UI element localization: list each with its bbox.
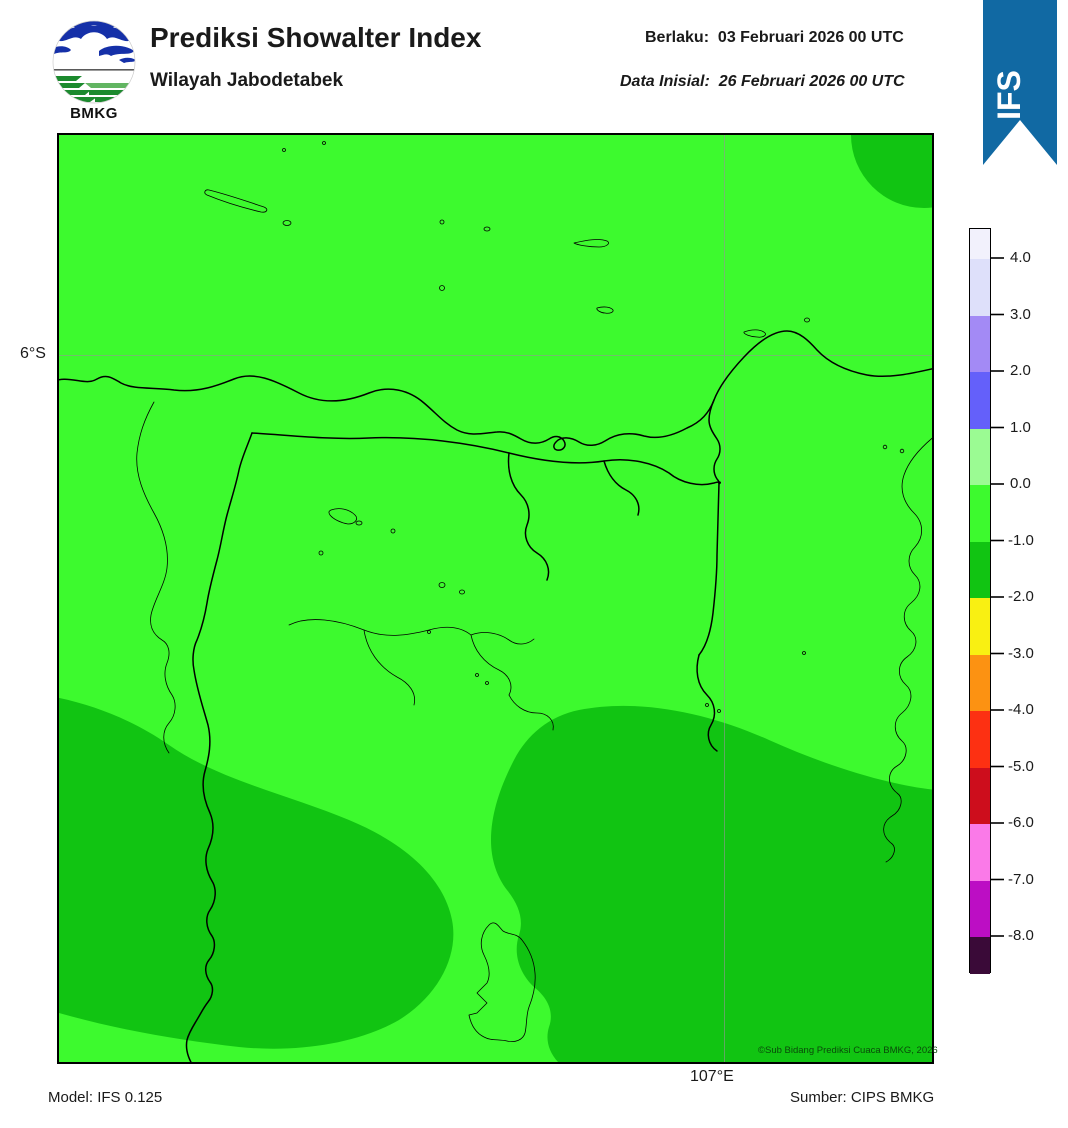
svg-text:IFS: IFS xyxy=(991,70,1027,120)
